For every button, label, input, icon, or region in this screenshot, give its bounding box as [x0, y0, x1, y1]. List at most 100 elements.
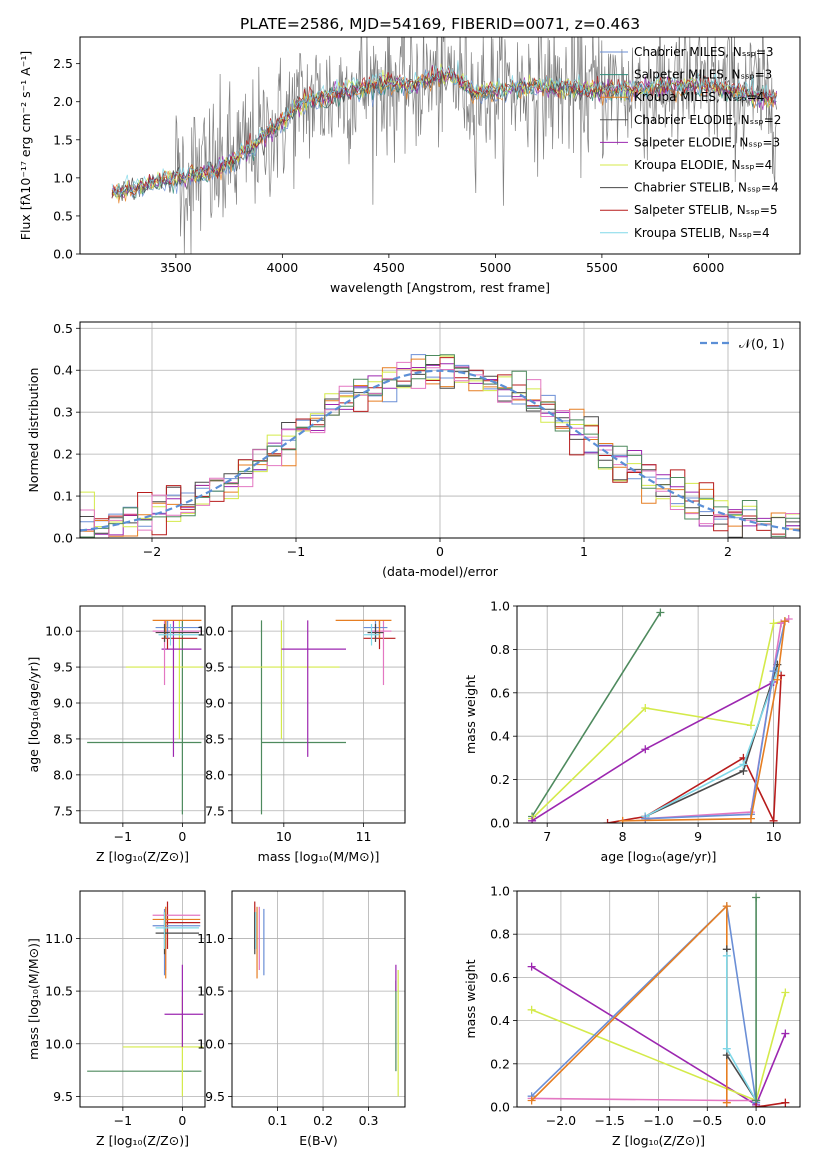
- panel-mass_vs_Z: −1 0 9.5 10.0 10.5 11.0 Z [log₁₀(Z/Z⊙)] mass [l…: [26, 890, 206, 1148]
- tick-label-x: −1.0: [643, 1113, 673, 1128]
- panel-mass_vs_EBV: 0.1 0.2 0.3 9.5 10.0 10.5 11.0 E(B-V): [197, 890, 406, 1148]
- axes-frame: [79, 36, 801, 255]
- legend-entry: Kroupa MILES, Nₛₛₚ=4: [634, 90, 764, 104]
- tick-label-y: 2.5: [53, 56, 73, 71]
- tick-label-x: 4500: [373, 260, 405, 275]
- weight-marker: [781, 1098, 790, 1107]
- tick-label-y: 0.6: [490, 970, 510, 985]
- weight-marker: [739, 760, 748, 769]
- tick-label-x: 10: [276, 829, 292, 844]
- weight-line-salpeter-stelib: [755, 1101, 786, 1107]
- legend-entry: Chabrier ELODIE, Nₛₛₚ=2: [634, 113, 781, 127]
- tick-label-x: 10: [766, 829, 782, 844]
- tick-label-y: 0.4: [53, 363, 73, 378]
- weight-line-salpeter-elodie: [531, 681, 774, 822]
- weight-marker: [527, 1005, 536, 1014]
- tick-label-y: 1.0: [490, 884, 510, 899]
- weight-marker: [752, 1103, 761, 1107]
- legend-entry: 𝒩(0, 1): [739, 336, 785, 351]
- tick-label-y: 0.5: [53, 208, 73, 223]
- weight-marker: [641, 745, 650, 754]
- weight-marker: [746, 814, 755, 823]
- x-axis-label: Z [log₁₀(Z/Z⊙)]: [96, 1133, 189, 1148]
- tick-label-x: 0: [436, 544, 444, 559]
- weight-marker: [618, 816, 627, 823]
- tick-label-y: 7.5: [53, 803, 73, 818]
- axes-frame: [79, 605, 206, 824]
- weight-marker: [752, 893, 761, 902]
- weight-marker: [722, 1098, 731, 1107]
- axes-frame: [516, 605, 801, 824]
- tick-label-y: 10.5: [197, 984, 225, 999]
- panel-residuals: −2 −1 0 1 2 0.0 0.1 0.2 0.3 0.4 0.5 (data-model)/er…: [26, 321, 801, 579]
- tick-label-y: 1.5: [53, 132, 73, 147]
- tick-label-x: 9: [694, 829, 702, 844]
- tick-label-y: 0.8: [490, 642, 510, 657]
- tick-label-y: 10.0: [45, 624, 73, 639]
- tick-label-y: 0.1: [53, 489, 73, 504]
- tick-label-y: 10.0: [45, 1036, 73, 1051]
- tick-label-y: 0.4: [490, 729, 510, 744]
- weight-marker: [528, 816, 537, 823]
- axes-frame: [231, 605, 406, 824]
- tick-label-x: 0.3: [359, 1113, 379, 1128]
- tick-label-y: 0.0: [53, 531, 73, 546]
- model-spectrum-chabrier-miles: [111, 69, 777, 199]
- plot-area-age_vs_mass: [239, 619, 396, 815]
- tick-label-x: −1: [287, 544, 305, 559]
- tick-label-y: 9.0: [205, 696, 225, 711]
- weight-line-chabrier-miles: [645, 621, 786, 820]
- weight-line-pink: [531, 1097, 757, 1102]
- tick-label-y: 8.5: [53, 731, 73, 746]
- plot-area-residuals: [80, 354, 800, 538]
- model-spectrum-chabrier-stelib: [111, 70, 777, 201]
- histogram-legend: 𝒩(0, 1): [700, 336, 785, 351]
- weight-marker: [769, 667, 778, 676]
- tick-label-x: 2: [724, 544, 732, 559]
- tick-label-x: −1: [114, 829, 132, 844]
- histogram-pink: [80, 361, 800, 538]
- tick-label-y: 2.0: [53, 94, 73, 109]
- model-spectrum-kroupa-miles: [111, 71, 777, 204]
- weight-marker: [746, 721, 755, 730]
- x-axis-label: (data-model)/error: [382, 564, 499, 579]
- x-axis-label: E(B-V): [299, 1133, 338, 1148]
- x-axis-label: mass [log₁₀(M/M⊙)]: [258, 849, 380, 864]
- weight-line-kroupa-miles: [622, 621, 786, 822]
- tick-label-y: 11.0: [197, 931, 225, 946]
- weight-marker: [780, 617, 789, 626]
- weight-line-kroupa-elodie: [531, 620, 786, 820]
- tick-label-x: 1: [580, 544, 588, 559]
- tick-label-y: 0.5: [53, 321, 73, 336]
- x-axis-label: Z [log₁₀(Z/Z⊙)]: [612, 1133, 705, 1148]
- tick-label-x: 0.1: [268, 1113, 288, 1128]
- tick-label-x: 0.0: [746, 1113, 766, 1128]
- axes-frame: [79, 321, 801, 539]
- tick-label-y: 10.5: [45, 984, 73, 999]
- tick-label-y: 0.2: [53, 447, 73, 462]
- tick-label-y: 8.5: [205, 731, 225, 746]
- weight-marker: [603, 819, 612, 823]
- axes-frame: [231, 890, 406, 1108]
- tick-label-y: 1.0: [53, 170, 73, 185]
- plot-area-mass_vs_EBV: [254, 901, 399, 1097]
- tick-label-y: 11.0: [45, 931, 73, 946]
- tick-label-y: 9.5: [205, 1089, 225, 1104]
- tick-label-x: 11: [356, 829, 372, 844]
- weight-marker: [722, 902, 731, 911]
- weight-marker: [781, 1029, 790, 1038]
- legend-entry: Chabrier MILES, Nₛₛₚ=3: [634, 45, 774, 59]
- tick-label-y: 7.5: [205, 803, 225, 818]
- axes-frame: [516, 890, 801, 1108]
- spectrum-legend: Chabrier MILES, Nₛₛₚ=3 Salpeter MILES, Nₛ…: [600, 45, 781, 240]
- x-axis-label: age [log₁₀(age/yr)]: [601, 849, 717, 864]
- weight-marker: [641, 703, 650, 712]
- weight-marker: [769, 816, 778, 823]
- panel-spectrum: 3500 4000 4500 5000 5500 6000 0.0 0.5 1.0 1.5 2.0 2…: [18, 36, 801, 295]
- tick-label-y: 8.0: [53, 767, 73, 782]
- weight-marker: [641, 814, 650, 823]
- tick-label-x: 6000: [692, 260, 724, 275]
- plot-area-mass_vs_Z: [87, 901, 204, 1097]
- plot-area-weight_vs_Z: [527, 893, 790, 1107]
- weight-line-chabrier-stelib: [644, 664, 779, 818]
